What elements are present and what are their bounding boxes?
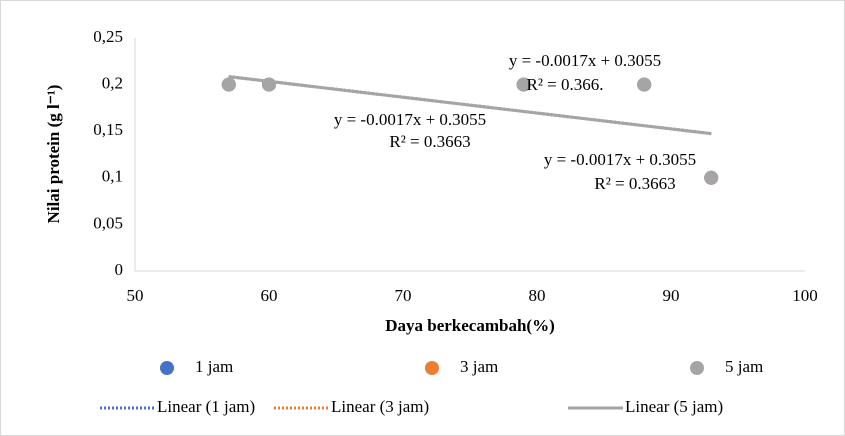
x-tick-label: 60	[261, 286, 278, 305]
point	[221, 77, 236, 92]
point	[516, 77, 531, 92]
trendline-label: R² = 0.366.	[526, 75, 603, 94]
y-tick-label: 0,15	[93, 120, 123, 139]
trendline-label: y = -0.0017x + 0.3055	[334, 110, 486, 129]
trendline-label: R² = 0.3663	[389, 132, 470, 151]
trendline-label: R² = 0.3663	[594, 174, 675, 193]
y-tick-label: 0,25	[93, 27, 123, 46]
trendline	[228, 75, 712, 136]
x-tick-label: 80	[529, 286, 546, 305]
legend-label: Linear (1 jam)	[157, 397, 255, 416]
y-tick-label: 0	[115, 260, 124, 279]
x-axis-title: Daya berkecambah(%)	[385, 316, 555, 335]
point	[637, 77, 652, 92]
trendline-label: y = -0.0017x + 0.3055	[509, 51, 661, 70]
legend-label: 3 jam	[460, 357, 498, 376]
legend-marker	[160, 361, 174, 375]
trendline-label: y = -0.0017x + 0.3055	[544, 150, 696, 169]
y-tick-label: 0,05	[93, 213, 123, 232]
x-tick-label: 100	[792, 286, 818, 305]
legend-marker	[425, 361, 439, 375]
x-tick-label: 50	[127, 286, 144, 305]
x-tick-label: 70	[395, 286, 412, 305]
legend-label: Linear (3 jam)	[331, 397, 429, 416]
legend-marker	[690, 361, 704, 375]
y-tick-label: 0,2	[102, 74, 123, 93]
legend-label: Linear (5 jam)	[625, 397, 723, 416]
point	[704, 170, 719, 185]
y-tick-label: 0,1	[102, 167, 123, 186]
x-tick-label: 90	[663, 286, 680, 305]
y-axis-title: Nilai protein (g l⁻¹)	[44, 85, 63, 224]
legend-label: 1 jam	[195, 357, 233, 376]
legend-label: 5 jam	[725, 357, 763, 376]
